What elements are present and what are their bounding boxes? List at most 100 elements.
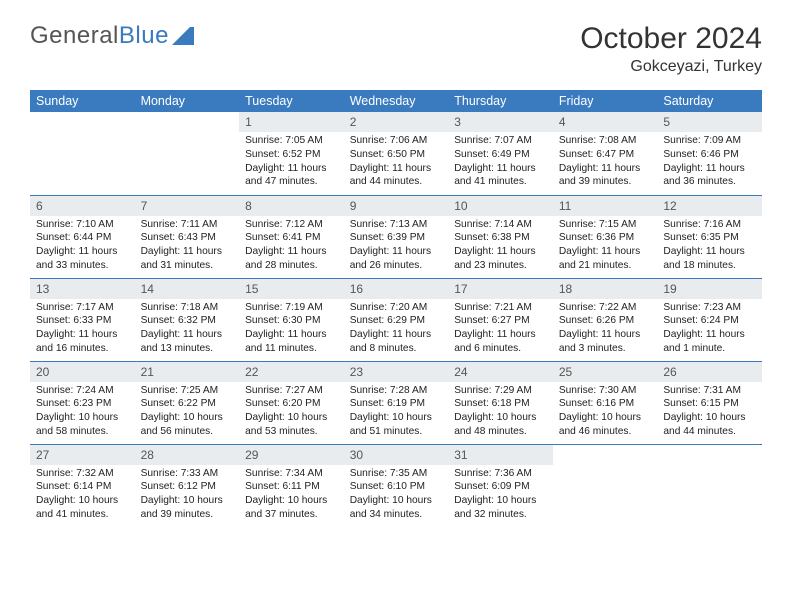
daylight-line: Daylight: 11 hours and 11 minutes. [245, 328, 338, 356]
daylight-line: Daylight: 10 hours and 37 minutes. [245, 494, 338, 522]
day-cell-15: 15Sunrise: 7:19 AMSunset: 6:30 PMDayligh… [239, 278, 344, 361]
day-number: 24 [448, 362, 553, 382]
daylight-line: Daylight: 10 hours and 41 minutes. [36, 494, 129, 522]
day-body: Sunrise: 7:36 AMSunset: 6:09 PMDaylight:… [448, 465, 553, 526]
daylight-line: Daylight: 11 hours and 1 minute. [663, 328, 756, 356]
day-body: Sunrise: 7:21 AMSunset: 6:27 PMDaylight:… [448, 299, 553, 360]
day-cell-31: 31Sunrise: 7:36 AMSunset: 6:09 PMDayligh… [448, 444, 553, 527]
sunset-line: Sunset: 6:14 PM [36, 480, 129, 494]
sunset-line: Sunset: 6:47 PM [559, 148, 652, 162]
sunrise-line: Sunrise: 7:09 AM [663, 134, 756, 148]
weekday-header: Friday [553, 90, 658, 112]
day-number: 25 [553, 362, 658, 382]
day-number: 11 [553, 196, 658, 216]
sunrise-line: Sunrise: 7:10 AM [36, 218, 129, 232]
sunset-line: Sunset: 6:44 PM [36, 231, 129, 245]
day-number: 12 [657, 196, 762, 216]
day-cell-2: 2Sunrise: 7:06 AMSunset: 6:50 PMDaylight… [344, 112, 449, 195]
empty-cell [553, 444, 658, 527]
daylight-line: Daylight: 11 hours and 13 minutes. [141, 328, 234, 356]
day-number: 21 [135, 362, 240, 382]
day-cell-10: 10Sunrise: 7:14 AMSunset: 6:38 PMDayligh… [448, 195, 553, 278]
sunrise-line: Sunrise: 7:23 AM [663, 301, 756, 315]
daylight-line: Daylight: 11 hours and 18 minutes. [663, 245, 756, 273]
day-body: Sunrise: 7:15 AMSunset: 6:36 PMDaylight:… [553, 216, 658, 277]
daylight-line: Daylight: 11 hours and 44 minutes. [350, 162, 443, 190]
day-body: Sunrise: 7:28 AMSunset: 6:19 PMDaylight:… [344, 382, 449, 443]
daylight-line: Daylight: 11 hours and 23 minutes. [454, 245, 547, 273]
day-number: 7 [135, 196, 240, 216]
day-number: 20 [30, 362, 135, 382]
daylight-line: Daylight: 11 hours and 28 minutes. [245, 245, 338, 273]
daylight-line: Daylight: 10 hours and 48 minutes. [454, 411, 547, 439]
weekday-header: Sunday [30, 90, 135, 112]
sunset-line: Sunset: 6:43 PM [141, 231, 234, 245]
day-cell-18: 18Sunrise: 7:22 AMSunset: 6:26 PMDayligh… [553, 278, 658, 361]
weekday-header: Thursday [448, 90, 553, 112]
daylight-line: Daylight: 11 hours and 8 minutes. [350, 328, 443, 356]
sunrise-line: Sunrise: 7:22 AM [559, 301, 652, 315]
sunrise-line: Sunrise: 7:16 AM [663, 218, 756, 232]
day-body: Sunrise: 7:30 AMSunset: 6:16 PMDaylight:… [553, 382, 658, 443]
daylight-line: Daylight: 11 hours and 21 minutes. [559, 245, 652, 273]
sunset-line: Sunset: 6:12 PM [141, 480, 234, 494]
weekday-header: Tuesday [239, 90, 344, 112]
sunset-line: Sunset: 6:15 PM [663, 397, 756, 411]
logo-word1: General [30, 22, 119, 49]
day-cell-9: 9Sunrise: 7:13 AMSunset: 6:39 PMDaylight… [344, 195, 449, 278]
sunrise-line: Sunrise: 7:34 AM [245, 467, 338, 481]
sunrise-line: Sunrise: 7:06 AM [350, 134, 443, 148]
sunset-line: Sunset: 6:24 PM [663, 314, 756, 328]
daylight-line: Daylight: 11 hours and 31 minutes. [141, 245, 234, 273]
sunrise-line: Sunrise: 7:29 AM [454, 384, 547, 398]
calendar: SundayMondayTuesdayWednesdayThursdayFrid… [30, 90, 762, 527]
logo-icon [172, 27, 194, 45]
daylight-line: Daylight: 11 hours and 47 minutes. [245, 162, 338, 190]
sunset-line: Sunset: 6:36 PM [559, 231, 652, 245]
daylight-line: Daylight: 11 hours and 6 minutes. [454, 328, 547, 356]
sunset-line: Sunset: 6:46 PM [663, 148, 756, 162]
day-cell-25: 25Sunrise: 7:30 AMSunset: 6:16 PMDayligh… [553, 361, 658, 444]
day-cell-24: 24Sunrise: 7:29 AMSunset: 6:18 PMDayligh… [448, 361, 553, 444]
day-number: 9 [344, 196, 449, 216]
logo-text: GeneralBlue [30, 22, 169, 50]
sunrise-line: Sunrise: 7:30 AM [559, 384, 652, 398]
daylight-line: Daylight: 11 hours and 39 minutes. [559, 162, 652, 190]
sunrise-line: Sunrise: 7:27 AM [245, 384, 338, 398]
day-body: Sunrise: 7:14 AMSunset: 6:38 PMDaylight:… [448, 216, 553, 277]
day-cell-13: 13Sunrise: 7:17 AMSunset: 6:33 PMDayligh… [30, 278, 135, 361]
sunrise-line: Sunrise: 7:36 AM [454, 467, 547, 481]
day-cell-12: 12 Sunrise: 7:16 AMSunset: 6:35 PMDayligh… [657, 195, 762, 278]
day-cell-23: 23Sunrise: 7:28 AMSunset: 6:19 PMDayligh… [344, 361, 449, 444]
location: Gokceyazi, Turkey [580, 58, 762, 76]
sunrise-line: Sunrise: 7:35 AM [350, 467, 443, 481]
day-cell-8: 8Sunrise: 7:12 AMSunset: 6:41 PMDaylight… [239, 195, 344, 278]
day-body: Sunrise: 7:12 AMSunset: 6:41 PMDaylight:… [239, 216, 344, 277]
day-body: Sunrise: 7:31 AMSunset: 6:15 PMDaylight:… [657, 382, 762, 443]
day-number: 14 [135, 279, 240, 299]
day-body: Sunrise: 7:35 AMSunset: 6:10 PMDaylight:… [344, 465, 449, 526]
day-number: 5 [657, 112, 762, 132]
sunrise-line: Sunrise: 7:31 AM [663, 384, 756, 398]
empty-cell [135, 112, 240, 195]
daylight-line: Daylight: 10 hours and 32 minutes. [454, 494, 547, 522]
day-body: Sunrise: 7:29 AMSunset: 6:18 PMDaylight:… [448, 382, 553, 443]
day-number: 15 [239, 279, 344, 299]
day-cell-21: 21Sunrise: 7:25 AMSunset: 6:22 PMDayligh… [135, 361, 240, 444]
day-body: Sunrise: 7:13 AMSunset: 6:39 PMDaylight:… [344, 216, 449, 277]
sunset-line: Sunset: 6:49 PM [454, 148, 547, 162]
sunset-line: Sunset: 6:39 PM [350, 231, 443, 245]
day-number: 27 [30, 445, 135, 465]
daylight-line: Daylight: 10 hours and 58 minutes. [36, 411, 129, 439]
sunrise-line: Sunrise: 7:24 AM [36, 384, 129, 398]
day-number: 29 [239, 445, 344, 465]
sunset-line: Sunset: 6:35 PM [663, 231, 756, 245]
sunset-line: Sunset: 6:38 PM [454, 231, 547, 245]
sunrise-line: Sunrise: 7:07 AM [454, 134, 547, 148]
sunset-line: Sunset: 6:33 PM [36, 314, 129, 328]
day-number: 10 [448, 196, 553, 216]
day-body: Sunrise: 7:32 AMSunset: 6:14 PMDaylight:… [30, 465, 135, 526]
logo-word2: Blue [119, 22, 169, 49]
day-body: Sunrise: 7:08 AMSunset: 6:47 PMDaylight:… [553, 132, 658, 193]
day-body: Sunrise: 7:22 AMSunset: 6:26 PMDaylight:… [553, 299, 658, 360]
